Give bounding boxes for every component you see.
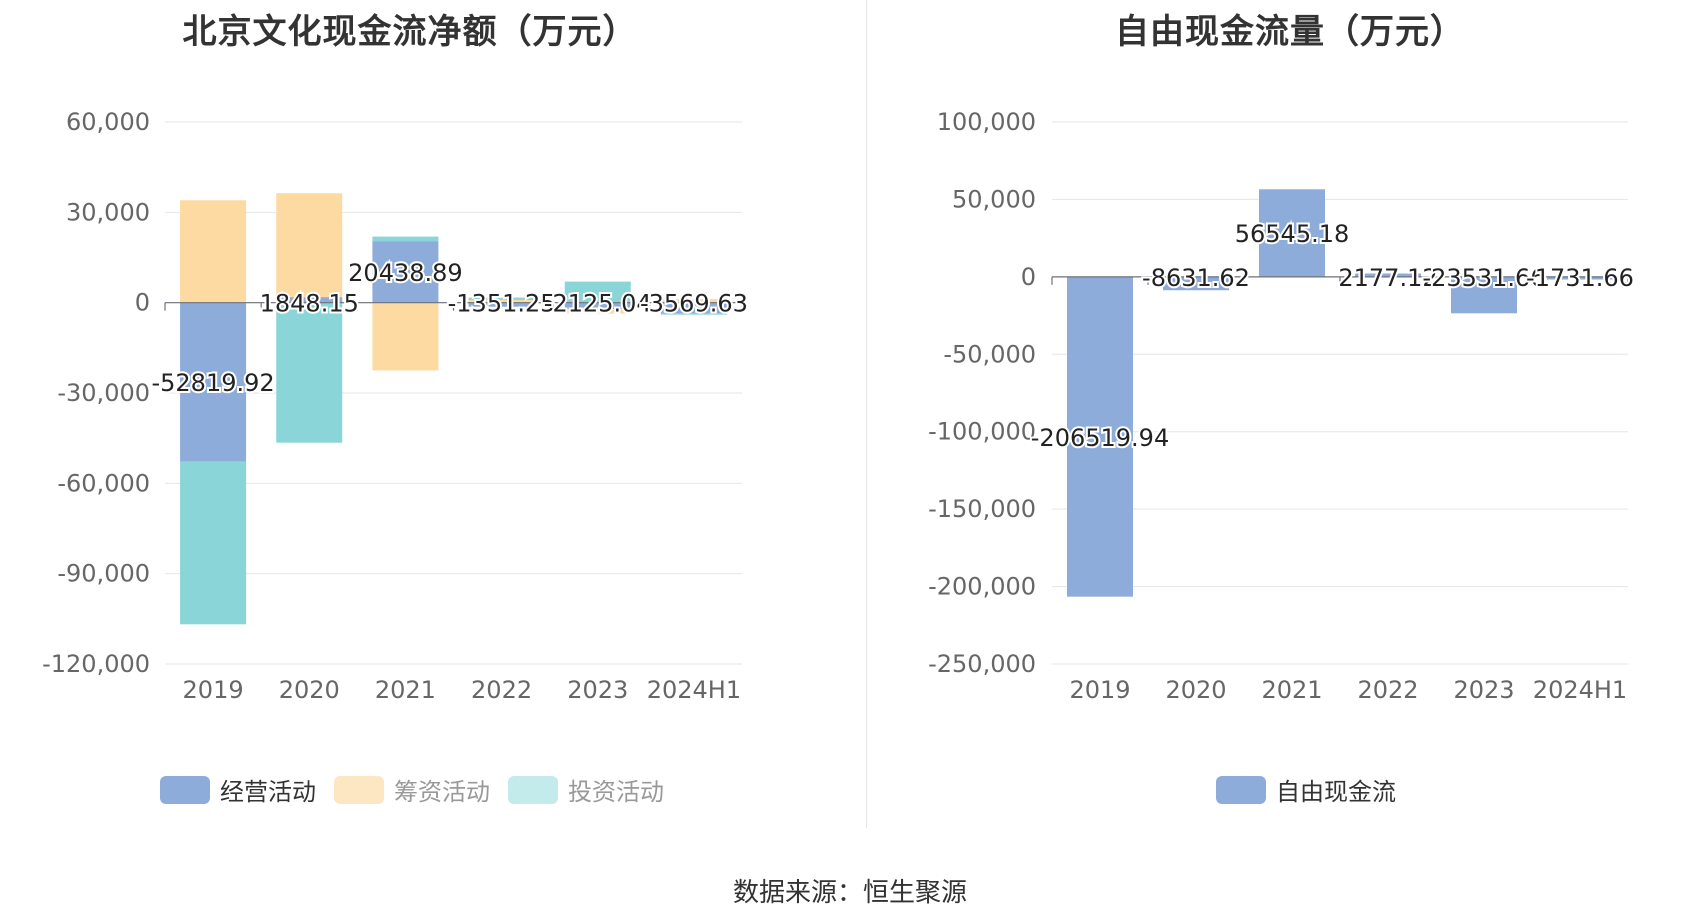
- left-ytick-label: -60,000: [57, 469, 150, 497]
- left-xtick-label: 2023: [567, 676, 628, 704]
- left-xtick-label: 2020: [279, 676, 340, 704]
- right-ytick-label: -50,000: [943, 340, 1036, 368]
- right-data-label-2022: 2177.12: [1338, 264, 1437, 292]
- right-xtick-label: 2021: [1261, 676, 1322, 704]
- left-chart-title: 北京文化现金流净额（万元）: [182, 12, 638, 52]
- left-xtick-label: 2021: [375, 676, 436, 704]
- right-xtick-label: 2019: [1069, 676, 1130, 704]
- right-data-label-2024H1: -1731.66: [1526, 264, 1634, 292]
- left-bar-series0-2023: [564, 302, 631, 310]
- left-bar-series0-2020: [276, 297, 343, 303]
- left-ytick-label: -30,000: [57, 379, 150, 407]
- right-ytick-label: -250,000: [928, 650, 1036, 678]
- left-bar-series2-2022: [468, 297, 535, 300]
- right-ytick-label: -150,000: [928, 495, 1036, 523]
- left-bar-series2-2020: [276, 302, 343, 443]
- left-bar-series1-2022: [468, 299, 535, 303]
- legend-item-investing[interactable]: 投资活动: [508, 772, 664, 807]
- left-bar-series2-2024H1: [660, 313, 727, 315]
- left-xtick-label: 2022: [471, 676, 532, 704]
- legend-swatch-financing: [334, 775, 384, 804]
- right-xtick-label: 2023: [1453, 676, 1514, 704]
- left-legend: 经营活动 筹资活动 投资活动: [160, 772, 664, 807]
- right-bar-2019: [1067, 276, 1133, 597]
- legend-label-operating: 经营活动: [220, 778, 316, 806]
- left-bar-series1-2023: [564, 309, 631, 314]
- left-bar-series0-2021: [372, 241, 439, 303]
- left-data-label-2019: -52819.92: [151, 369, 274, 397]
- right-legend: 自由现金流: [1216, 772, 1396, 807]
- legend-label-financing: 筹资活动: [394, 778, 490, 806]
- right-ytick-label: 50,000: [952, 185, 1036, 213]
- left-bar-series1-2019: [180, 200, 247, 303]
- right-data-label-2020: -8631.62: [1142, 264, 1250, 292]
- left-bar-series1-2021: [372, 302, 439, 371]
- legend-swatch-investing: [508, 775, 558, 804]
- right-bar-2024H1: [1547, 276, 1613, 280]
- left-xtick-label: 2019: [183, 676, 244, 704]
- left-ytick-label: 30,000: [66, 198, 150, 226]
- left-ytick-label: 0: [135, 289, 150, 317]
- right-ytick-label: 100,000: [937, 108, 1036, 136]
- left-data-label-2023: -2125.04: [544, 290, 652, 318]
- left-bar-series1-2020: [276, 193, 343, 298]
- right-xtick-label: 2024H1: [1533, 676, 1627, 704]
- left-data-label-2021: 20438.89: [348, 259, 463, 287]
- left-ytick-label: -120,000: [42, 650, 150, 678]
- legend-item-financing[interactable]: 筹资活动: [334, 772, 490, 807]
- left-bar-series0-2022: [468, 302, 535, 307]
- right-data-label-2021: 56545.18: [1235, 220, 1350, 248]
- data-source: 数据来源：恒生聚源: [732, 878, 967, 908]
- left-data-label-2020: 1848.15: [260, 290, 359, 318]
- legend-item-operating[interactable]: 经营活动: [160, 772, 316, 807]
- left-bar-series0-2024H1: [660, 302, 727, 314]
- legend-label-free-cash-flow: 自由现金流: [1276, 778, 1396, 806]
- legend-swatch-free-cash-flow: [1216, 775, 1266, 804]
- right-bar-2022: [1355, 273, 1421, 277]
- right-ytick-label: 0: [1021, 263, 1036, 291]
- left-bar-series0-2019: [180, 302, 247, 462]
- right-data-label-2019: -206519.94: [1031, 424, 1169, 452]
- right-chart-title: 自由现金流量（万元）: [1115, 12, 1465, 52]
- right-data-label-2023: -23531.66: [1422, 264, 1545, 292]
- left-data-label-2022: -1351.25: [448, 290, 556, 318]
- right-ytick-label: -100,000: [928, 418, 1036, 446]
- left-bar-series2-2019: [180, 461, 247, 625]
- right-xtick-label: 2022: [1357, 676, 1418, 704]
- right-bar-2021: [1259, 189, 1325, 277]
- left-ytick-label: 60,000: [66, 108, 150, 136]
- left-bar-series2-2021: [372, 236, 439, 242]
- right-xtick-label: 2020: [1165, 676, 1226, 704]
- left-xtick-label: 2024H1: [647, 676, 741, 704]
- legend-swatch-operating: [160, 775, 210, 804]
- right-bar-2023: [1451, 276, 1517, 314]
- legend-item-free-cash-flow[interactable]: 自由现金流: [1216, 772, 1396, 807]
- left-bar-series2-2023: [564, 281, 631, 303]
- right-bar-2020: [1163, 276, 1229, 291]
- left-bar-series1-2024H1: [660, 299, 727, 303]
- right-ytick-label: -200,000: [928, 573, 1036, 601]
- left-ytick-label: -90,000: [57, 560, 150, 588]
- left-data-label-2024H1: -3569.63: [640, 290, 748, 318]
- panel-divider: [866, 0, 867, 828]
- legend-label-investing: 投资活动: [568, 778, 664, 806]
